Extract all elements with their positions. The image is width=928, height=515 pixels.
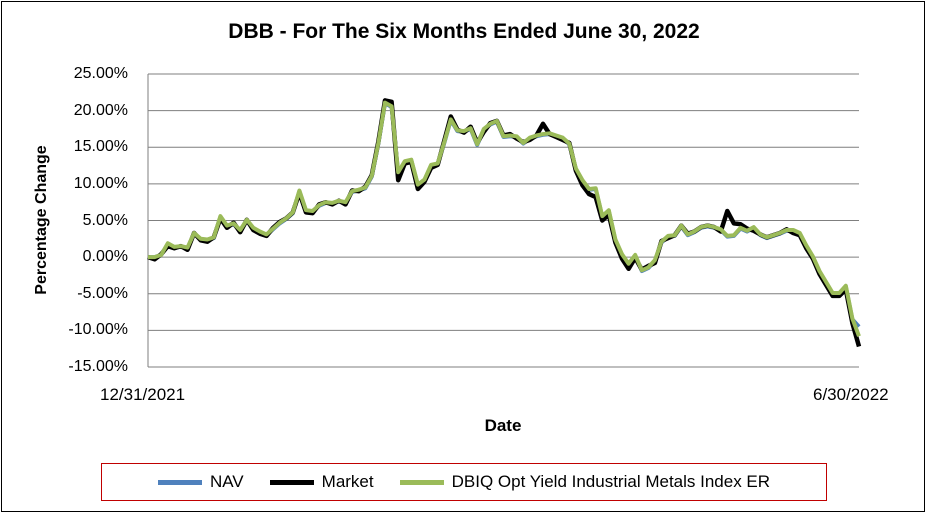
x-tick-end: 6/30/2022 [813, 385, 889, 404]
legend-swatch-market [269, 479, 314, 485]
y-tick-label: 10.00% [73, 174, 128, 192]
y-tick-label: -10.00% [68, 321, 128, 339]
legend-label-nav: NAV [209, 472, 244, 491]
x-tick-start: 12/31/2021 [100, 385, 186, 404]
legend: NAV Market DBIQ Opt Yield Industrial Met… [101, 463, 827, 501]
y-tick-label: -5.00% [77, 284, 128, 302]
y-tick-label: 0.00% [82, 248, 128, 266]
chart-title: DBB - For The Six Months Ended June 30, … [228, 20, 700, 43]
series-lines [147, 98, 862, 348]
x-axis-label: Date [484, 416, 522, 435]
legend-label-market: Market [321, 472, 374, 491]
y-axis-label: Percentage Change [33, 145, 50, 295]
legend-item-market: Market [269, 472, 374, 492]
y-tick-label: 25.00% [73, 65, 128, 82]
legend-item-nav: NAV [157, 472, 244, 492]
y-tick-label: -15.00% [68, 358, 128, 375]
y-tick-label: 15.00% [73, 138, 128, 156]
legend-item-index: DBIQ Opt Yield Industrial Metals Index E… [399, 472, 771, 492]
legend-swatch-index [399, 479, 444, 485]
gridlines [147, 73, 859, 368]
series-line-index [148, 100, 861, 337]
legend-label-index: DBIQ Opt Yield Industrial Metals Index E… [451, 472, 771, 491]
y-tick-label: 20.00% [73, 101, 128, 119]
y-tick-label: 5.00% [82, 211, 128, 229]
legend-swatch-nav [157, 479, 202, 485]
